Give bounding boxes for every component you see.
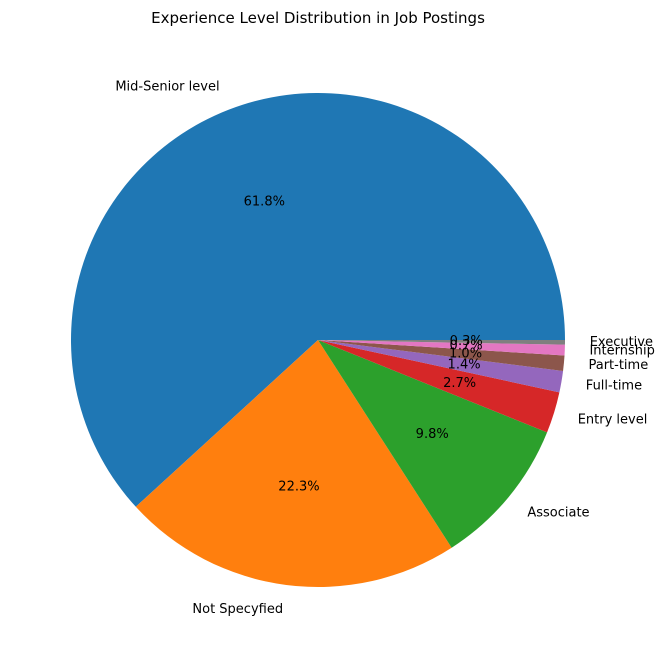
percent-label-executive: 0.3% <box>450 334 483 349</box>
percent-label-entry-level: 2.7% <box>443 376 476 391</box>
category-label-part-time: Part-time <box>588 358 648 373</box>
category-label-not-specyfied: Not Specyfied <box>192 602 283 617</box>
category-label-mid-senior-level: Mid-Senior level <box>115 79 219 94</box>
pie-slices <box>70 93 565 588</box>
percent-label-associate: 9.8% <box>416 427 449 442</box>
percent-label-internship: 0.7% <box>450 339 483 354</box>
category-label-internship: Internship <box>589 344 654 359</box>
percent-labels: 61.8% 22.3% 9.8% 2.7% 1.4%1.0%0.7%0.3% <box>244 194 483 494</box>
slice-executive <box>318 340 565 345</box>
slice-entry-level <box>318 340 560 433</box>
percent-label-part-time: 1.0% <box>449 346 482 361</box>
slice-internship <box>318 340 565 356</box>
slice-full-time <box>318 340 564 393</box>
percent-label-full-time: 1.4% <box>448 358 481 373</box>
category-label-full-time: Full-time <box>586 378 642 393</box>
chart-title: Experience Level Distribution in Job Pos… <box>151 9 485 27</box>
slice-mid-senior-level <box>70 93 565 507</box>
slice-part-time <box>318 340 565 371</box>
category-labels: Mid-Senior level Not Specyfied Associate En… <box>115 79 655 617</box>
percent-label-not-specyfied: 22.3% <box>278 479 319 494</box>
category-label-executive: Executive <box>590 335 653 350</box>
slice-associate <box>318 340 548 548</box>
category-label-entry-level: Entry level <box>578 412 648 427</box>
category-label-associate: Associate <box>527 506 589 521</box>
slice-not-specyfied <box>135 340 452 588</box>
percent-label-mid-senior-level: 61.8% <box>244 194 285 209</box>
